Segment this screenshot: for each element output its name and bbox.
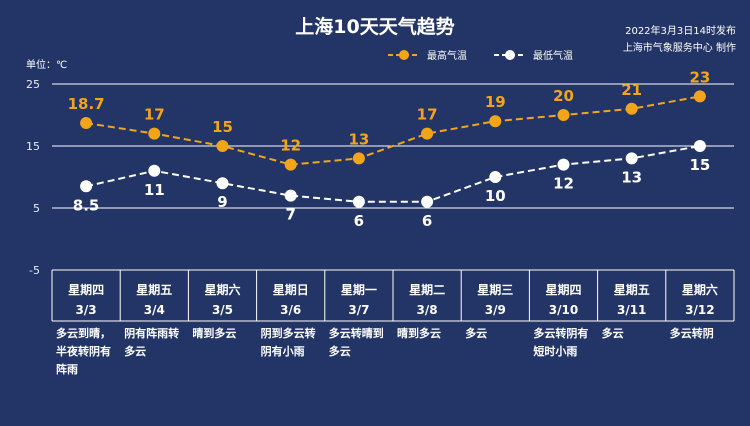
date-label: 3/7 [348,303,369,317]
y-tick-label: -5 [29,264,40,277]
low-temp-line [85,145,701,203]
weather-condition: 阵雨 [56,362,78,376]
legend-low-marker [505,50,515,60]
high-temp-label: 17 [417,106,438,124]
date-label: 3/4 [144,303,165,317]
weather-condition: 多云转阴 [670,326,714,340]
high-temp-line [85,95,701,166]
weekday-label: 星期日 [273,282,309,297]
low-temp-point [148,164,161,177]
weather-condition: 多云到晴， [56,326,111,340]
high-temp-point [489,115,502,128]
weather-condition: 半夜转阴有 [56,344,111,358]
high-temp-label: 13 [348,130,369,148]
high-temp-point [80,117,93,130]
series-layer: 18.7 17 15 12 13 17 19 20 21 23 8.5 11 9 7 6 6 10 12 13 15 [68,68,711,229]
low-temp-point [489,171,502,183]
weather-condition: 阴有阵雨转 [124,326,179,340]
date-label: 3/12 [685,303,714,317]
high-temp-label: 20 [553,87,574,105]
low-temp-label: 11 [144,181,165,199]
legend-low-label: 最低气温 [533,49,573,62]
weather-condition: 多云 [602,326,624,340]
y-tick-label: 25 [26,78,40,91]
weather-condition: 阴到多云转 [261,326,316,340]
high-temp-point [352,152,365,165]
low-temp-label: 10 [485,187,506,205]
low-temp-point [625,152,638,165]
low-temp-label: 6 [422,212,432,230]
legend: 最高气温 最低气温 [388,49,573,62]
weekday-label: 星期五 [136,282,172,297]
low-temp-point [352,195,365,208]
weekday-label: 星期五 [614,282,650,297]
date-label: 3/3 [76,303,97,317]
weekday-label: 星期六 [204,282,240,297]
low-temp-label: 9 [217,193,227,211]
date-label: 3/5 [212,303,233,317]
high-temp-point [148,127,161,140]
high-temp-point [693,90,706,103]
legend-high-marker [399,50,409,60]
weather-condition: 多云转晴到 [329,326,384,340]
unit-label: 单位：℃ [26,58,67,71]
high-temp-label: 12 [280,137,301,155]
high-temp-label: 18.7 [68,95,105,113]
low-temp-label: 6 [354,212,364,230]
low-temp-point [421,195,434,208]
publisher: 上海市气象服务中心 制作 [623,41,736,54]
weekday-label: 星期三 [477,282,513,297]
weather-condition: 晴到多云 [192,326,236,340]
weekday-label: 星期一 [341,282,377,297]
date-label: 3/10 [549,303,578,317]
weather-condition: 阴有小雨 [261,344,305,358]
weather-condition: 多云 [124,344,146,358]
legend-high-label: 最高气温 [427,49,467,62]
weekday-label: 星期四 [545,282,581,297]
date-label: 3/11 [617,303,646,317]
high-temp-point [216,140,229,152]
high-temp-point [557,109,570,121]
high-temp-label: 19 [485,93,506,111]
date-label: 3/9 [485,303,506,317]
low-temp-label: 12 [553,175,574,193]
high-temp-label: 21 [621,81,642,99]
weather-condition: 多云 [329,344,351,358]
high-temp-point [421,127,434,140]
high-temp-point [625,102,638,115]
y-tick-label: 15 [26,140,40,153]
low-temp-point [557,158,570,171]
publish-time: 2022年3月3日14时发布 [625,24,736,37]
low-temp-point [80,180,93,193]
weekday-label: 星期二 [409,282,445,297]
high-temp-point [284,158,297,171]
weekday-label: 星期四 [68,282,104,297]
date-label: 3/6 [280,303,301,317]
low-temp-point [216,177,229,190]
low-temp-label: 15 [689,156,710,174]
low-temp-label: 13 [621,168,642,186]
weather-condition: 晴到多云 [397,326,441,340]
high-temp-label: 23 [689,68,710,86]
date-label: 3/8 [417,303,438,317]
weather-condition: 短时小雨 [533,344,577,358]
low-temp-label: 8.5 [73,196,100,214]
weather-condition: 多云转阴有 [533,326,588,340]
low-temp-label: 7 [285,206,295,224]
high-temp-label: 17 [144,106,165,124]
low-temp-point [693,140,706,152]
chart-title: 上海10天天气趋势 [295,15,454,38]
weather-condition: 多云 [465,326,487,340]
weekday-label: 星期六 [682,282,718,297]
low-temp-point [284,189,297,202]
high-temp-label: 15 [212,118,233,136]
y-tick-label: 5 [33,202,40,215]
day-table: 星期四3/3多云到晴，半夜转阴有阵雨星期五3/4阴有阵雨转多云星期六3/5晴到多… [51,270,735,376]
